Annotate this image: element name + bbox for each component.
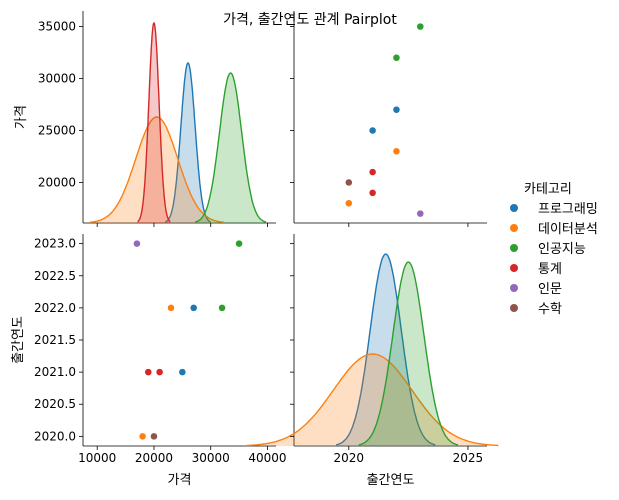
kde-fill-year-프로그래밍 [336, 254, 436, 446]
year-y-axis-tick-label: 2020.5 [34, 397, 76, 411]
legend-marker [510, 304, 518, 312]
scatter-point [368, 126, 377, 135]
scatter-point [416, 22, 425, 31]
scatter-point [218, 304, 226, 312]
x-axis-label-year: 출간연도 [367, 473, 415, 488]
year-x-axis-tick-label: 2020 [334, 451, 365, 465]
scatter-point [345, 199, 353, 208]
scatter-point [167, 304, 175, 312]
kde-line-price-인공지능 [194, 72, 267, 223]
legend-title: 카테고리 [524, 182, 572, 197]
price-y-axis-tick-label: 25000 [38, 124, 76, 138]
scatter-point [416, 209, 425, 218]
scatter-point [345, 178, 353, 187]
chart-title: 가격, 출간연도 관계 Pairplot [223, 12, 397, 28]
price-y-axis-tick-label: 35000 [38, 20, 76, 34]
kde-line-price-통계 [137, 21, 171, 223]
price-y-axis-tick-label: 30000 [38, 72, 76, 86]
kde-price [89, 21, 267, 224]
kde-year [246, 253, 499, 447]
legend-marker [510, 284, 518, 292]
legend-entry-label: 인문 [538, 282, 562, 297]
price-x-axis-tick-label: 30000 [192, 451, 230, 465]
scatter-point [392, 147, 401, 156]
kde-line-year-데이터분석 [246, 353, 499, 447]
scatter-year-vs-price [345, 22, 425, 218]
y-axis-label-price: 가격 [14, 105, 29, 129]
scatter-point [178, 368, 187, 376]
legend-marker [510, 264, 518, 272]
kde-fill-year-데이터분석 [246, 354, 499, 446]
scatter-point [392, 105, 401, 114]
year-y-axis-tick-label: 2020.0 [34, 429, 76, 443]
legend-entry-label: 프로그래밍 [538, 202, 598, 217]
kde-line-price-프로그래밍 [165, 62, 211, 223]
year-y-axis-tick-label: 2022.0 [34, 301, 76, 315]
legend-entry-label: 데이터분석 [538, 222, 598, 237]
kde-fill-price-인공지능 [195, 73, 266, 223]
legend-marker [510, 224, 518, 232]
scatter-point [392, 54, 401, 62]
kde-line-year-프로그래밍 [335, 253, 436, 446]
scatter-point [189, 304, 198, 312]
legend-entry-label: 통계 [538, 262, 562, 277]
year-y-axis-tick-label: 2021.5 [34, 333, 76, 347]
scatter-point [368, 168, 377, 176]
scatter-point [150, 432, 158, 441]
price-x-axis-tick-label: 20000 [135, 451, 173, 465]
kde-line-price-데이터분석 [89, 116, 225, 224]
y-axis-label-year: 출간연도 [11, 316, 26, 364]
legend-entry-label: 수학 [538, 302, 562, 317]
legend-marker [510, 244, 518, 252]
year-x-axis-tick-label: 2025 [453, 451, 484, 465]
pairplot-panels: 20000 25000 30000 35000 2020.0 2020.5 2021.0 20… [11, 11, 499, 488]
year-y-axis-tick-label: 2021.0 [34, 365, 76, 379]
legend-entry-label: 인공지능 [538, 242, 586, 257]
scatter-point [368, 189, 377, 197]
price-y-axis-tick-label: 20000 [38, 175, 76, 189]
scatter-price-vs-year [133, 239, 243, 441]
kde-fill-year-인공지능 [358, 262, 458, 446]
price-x-axis-tick-label: 10000 [78, 451, 116, 465]
scatter-point [155, 368, 164, 376]
year-y-axis-tick-label: 2023.0 [34, 237, 76, 251]
kde-fill-price-데이터분석 [89, 117, 224, 223]
scatter-point [235, 239, 243, 248]
scatter-point [138, 432, 147, 441]
scatter-point [133, 239, 141, 248]
year-y-axis-tick-label: 2022.5 [34, 269, 76, 283]
kde-line-year-인공지능 [358, 261, 459, 446]
legend-marker [510, 204, 518, 212]
scatter-point [144, 368, 153, 376]
x-axis-label-price: 가격 [168, 473, 192, 488]
price-x-axis-tick-label: 40000 [248, 451, 286, 465]
